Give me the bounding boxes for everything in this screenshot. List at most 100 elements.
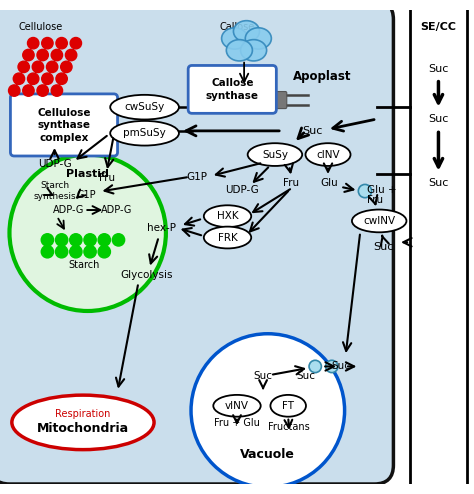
Text: Mitochondria: Mitochondria — [37, 421, 129, 435]
Text: Fru + Glu: Fru + Glu — [214, 418, 260, 428]
Circle shape — [32, 61, 44, 73]
Text: Respiration: Respiration — [55, 409, 110, 419]
Circle shape — [358, 184, 372, 198]
Ellipse shape — [227, 40, 252, 61]
Circle shape — [37, 49, 48, 61]
FancyBboxPatch shape — [0, 0, 393, 484]
Ellipse shape — [204, 227, 251, 248]
Circle shape — [9, 85, 20, 96]
Ellipse shape — [204, 206, 251, 227]
Circle shape — [46, 61, 58, 73]
Circle shape — [42, 73, 53, 84]
Circle shape — [23, 49, 34, 61]
FancyBboxPatch shape — [254, 91, 268, 109]
Text: SE/CC: SE/CC — [420, 22, 456, 32]
Text: cwINV: cwINV — [363, 216, 395, 226]
Ellipse shape — [233, 21, 260, 42]
Circle shape — [61, 61, 72, 73]
Circle shape — [27, 73, 39, 84]
Circle shape — [70, 246, 82, 258]
Text: G1P: G1P — [186, 172, 207, 182]
Text: ADP-G: ADP-G — [100, 205, 132, 215]
Text: Callose
synthase: Callose synthase — [206, 79, 259, 101]
Circle shape — [56, 73, 67, 84]
Text: FT: FT — [282, 401, 294, 411]
Text: Fru: Fru — [283, 178, 300, 188]
FancyBboxPatch shape — [10, 94, 118, 156]
Text: Suc: Suc — [428, 114, 448, 124]
FancyBboxPatch shape — [197, 91, 211, 109]
Circle shape — [51, 85, 63, 96]
Text: Starch: Starch — [69, 260, 100, 270]
Circle shape — [70, 38, 82, 49]
Ellipse shape — [240, 40, 266, 61]
Text: Glycolysis: Glycolysis — [121, 270, 173, 281]
Text: vINV: vINV — [225, 401, 249, 411]
Text: UDP-G: UDP-G — [225, 185, 259, 195]
Text: Glu +: Glu + — [367, 185, 397, 195]
Text: Suc: Suc — [332, 362, 351, 371]
Ellipse shape — [247, 143, 302, 166]
Circle shape — [70, 234, 82, 246]
Text: Fru: Fru — [367, 195, 383, 205]
Ellipse shape — [305, 143, 350, 166]
Text: Apoplast: Apoplast — [293, 70, 352, 83]
Circle shape — [309, 360, 321, 372]
Text: Cellulose
synthase
complex: Cellulose synthase complex — [37, 108, 91, 143]
Text: hex-P: hex-P — [146, 223, 176, 233]
FancyBboxPatch shape — [273, 91, 287, 109]
Text: cINV: cINV — [316, 150, 340, 160]
Circle shape — [84, 234, 96, 246]
Text: HXK: HXK — [217, 211, 238, 221]
Ellipse shape — [270, 395, 306, 417]
Text: Starch
synthesis: Starch synthesis — [33, 181, 76, 201]
Text: Suc: Suc — [254, 371, 273, 381]
Ellipse shape — [213, 395, 261, 417]
Circle shape — [191, 334, 345, 487]
Circle shape — [18, 61, 29, 73]
Text: Suc: Suc — [428, 178, 448, 188]
Ellipse shape — [110, 121, 179, 146]
FancyBboxPatch shape — [188, 66, 276, 113]
Text: G1P: G1P — [76, 190, 96, 200]
Text: Vacuole: Vacuole — [240, 448, 295, 461]
Circle shape — [51, 49, 63, 61]
Ellipse shape — [246, 28, 272, 49]
Ellipse shape — [221, 28, 247, 49]
Text: FRK: FRK — [218, 233, 237, 243]
Circle shape — [42, 38, 53, 49]
Circle shape — [41, 246, 54, 258]
Circle shape — [37, 85, 48, 96]
Circle shape — [55, 246, 68, 258]
Text: SuSy: SuSy — [262, 150, 288, 160]
Text: Fructans: Fructans — [268, 422, 310, 432]
Text: Suc: Suc — [373, 242, 393, 252]
Text: Fru: Fru — [99, 173, 115, 183]
Circle shape — [112, 234, 125, 246]
Ellipse shape — [352, 209, 407, 232]
Text: Suc: Suc — [428, 64, 448, 74]
Circle shape — [98, 246, 110, 258]
Circle shape — [27, 38, 39, 49]
Ellipse shape — [110, 95, 179, 120]
FancyBboxPatch shape — [235, 91, 249, 109]
Text: Callose: Callose — [219, 22, 255, 32]
Circle shape — [55, 234, 68, 246]
Circle shape — [84, 246, 96, 258]
Text: Suc: Suc — [303, 126, 323, 136]
Circle shape — [326, 360, 338, 372]
Circle shape — [13, 73, 25, 84]
Text: Suc: Suc — [296, 371, 315, 381]
Text: Plastid: Plastid — [66, 168, 109, 178]
Circle shape — [9, 155, 166, 311]
Circle shape — [98, 234, 110, 246]
Text: UDP-G: UDP-G — [37, 159, 72, 169]
Text: ADP-G: ADP-G — [53, 205, 84, 215]
Circle shape — [41, 234, 54, 246]
Circle shape — [65, 49, 77, 61]
Ellipse shape — [12, 395, 154, 450]
Circle shape — [56, 38, 67, 49]
Text: cwSuSy: cwSuSy — [125, 102, 164, 112]
Circle shape — [23, 85, 34, 96]
Text: Glu: Glu — [320, 178, 338, 188]
